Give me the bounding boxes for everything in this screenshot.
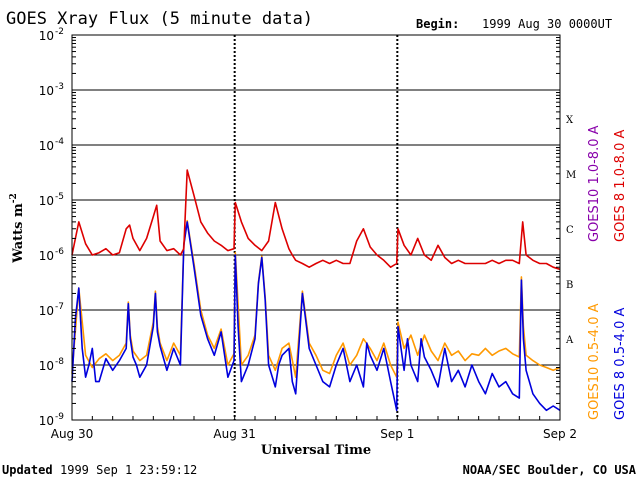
y-tick-exponent: -6	[55, 247, 64, 257]
y-tick-label: 10	[39, 29, 54, 43]
flare-class-labels: A B C M X	[565, 115, 576, 346]
series-layer	[71, 169, 561, 412]
y-tick-exponent: -4	[55, 137, 64, 147]
legend-entry-2: GOES 8 0.5-4.0 A	[613, 308, 628, 420]
y-tick-exponent: -2	[55, 27, 64, 37]
grid-lines	[72, 35, 560, 420]
series-line-1	[71, 221, 561, 412]
updated-value: 1999 Sep 1 23:59:12	[60, 463, 197, 477]
y-tick-label: 10	[39, 414, 54, 428]
y-tick-label: 10	[39, 194, 54, 208]
flare-class-C: C	[566, 225, 574, 236]
y-tick-label: 10	[39, 249, 54, 263]
y-axis-title: Watts m-2	[9, 193, 26, 264]
y-tick-label: 10	[39, 359, 54, 373]
y-tick-label: 10	[39, 304, 54, 318]
credit-text: NOAA/SEC Boulder, CO USA	[463, 463, 637, 477]
begin-value: 1999 Aug 30 0000UT	[482, 17, 612, 31]
y-axis-title-text: Watts m	[11, 203, 26, 264]
page-title: GOES Xray Flux (5 minute data)	[6, 9, 313, 29]
x-tick-label: Sep 1	[380, 427, 414, 441]
legend-entry-0: GOES 8 1.0-8.0 A	[613, 130, 628, 242]
y-tick-labels: 10-910-810-710-610-510-410-310-2	[39, 27, 65, 428]
y-tick-exponent: -7	[55, 302, 64, 312]
x-tick-labels: Aug 30 Aug 31 Sep 1 Sep 2	[51, 427, 577, 441]
y-tick-exponent: -5	[55, 192, 64, 202]
y-tick-label: 10	[39, 139, 54, 153]
y-tick-exponent: -8	[55, 357, 64, 367]
plot-border	[71, 34, 561, 421]
y-tick-label: 10	[39, 84, 54, 98]
legend-entry-3: GOES10 0.5-4.0 A	[587, 303, 602, 420]
series-line-2	[71, 219, 561, 379]
flare-class-M: M	[566, 170, 576, 181]
x-tick-label: Sep 2	[543, 427, 577, 441]
x-axis-title: Universal Time	[261, 443, 371, 458]
flare-class-B: B	[566, 280, 573, 291]
flare-class-X: X	[566, 115, 574, 126]
y-axis-title-exponent: -2	[9, 193, 19, 203]
y-axis-title-group: Watts m-2	[9, 193, 26, 264]
begin-label: Begin:	[416, 17, 459, 31]
x-tick-label: Aug 31	[213, 427, 256, 441]
x-tick-label: Aug 30	[51, 427, 94, 441]
y-tick-exponent: -3	[55, 82, 64, 92]
updated-label: Updated	[2, 463, 53, 477]
legend-entry-1: GOES10 1.0-8.0 A	[587, 125, 602, 242]
legend: GOES 8 1.0-8.0 A GOES10 1.0-8.0 A GOES 8 0…	[587, 125, 628, 420]
flare-class-A: A	[565, 335, 574, 346]
series-line-0	[71, 169, 561, 271]
plot-frame	[71, 34, 561, 421]
y-tick-exponent: -9	[55, 412, 64, 422]
